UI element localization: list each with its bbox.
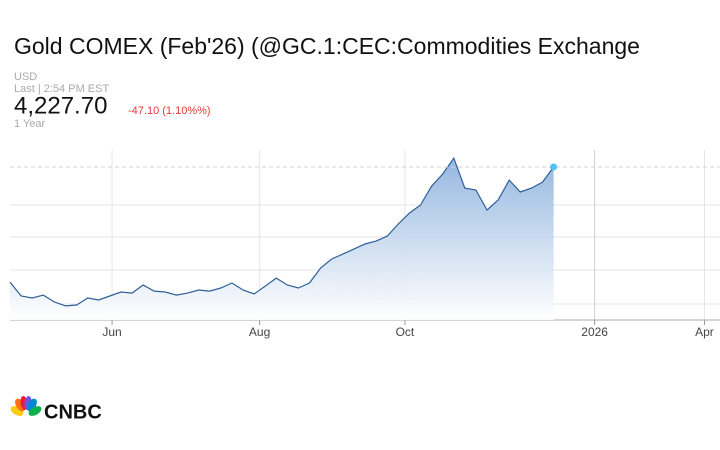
area xyxy=(10,158,554,320)
currency: USD xyxy=(14,71,37,83)
title: Gold COMEX (Feb'26) (@GC.1:CEC:Commoditi… xyxy=(14,33,640,59)
period: 1 Year xyxy=(14,118,46,130)
petal xyxy=(28,406,42,416)
last-time: Last | 2:54 PM EST xyxy=(14,83,109,95)
x-tick-label: Aug xyxy=(249,325,270,339)
x-tick-label: Jun xyxy=(102,325,121,339)
price: 4,227.70 xyxy=(14,92,107,119)
plot: Jun Aug Oct 2026 Apr xyxy=(9,150,720,339)
x-tick-label: Oct xyxy=(396,325,415,339)
price-line xyxy=(9,156,555,307)
logo-text: CNBC xyxy=(44,401,102,423)
logo xyxy=(10,396,42,416)
last-point xyxy=(550,163,558,171)
x-tick-label: Apr xyxy=(695,325,714,339)
x-tick-label: 2026 xyxy=(581,325,608,339)
change: -47.10 (1.10%%) xyxy=(128,105,211,117)
